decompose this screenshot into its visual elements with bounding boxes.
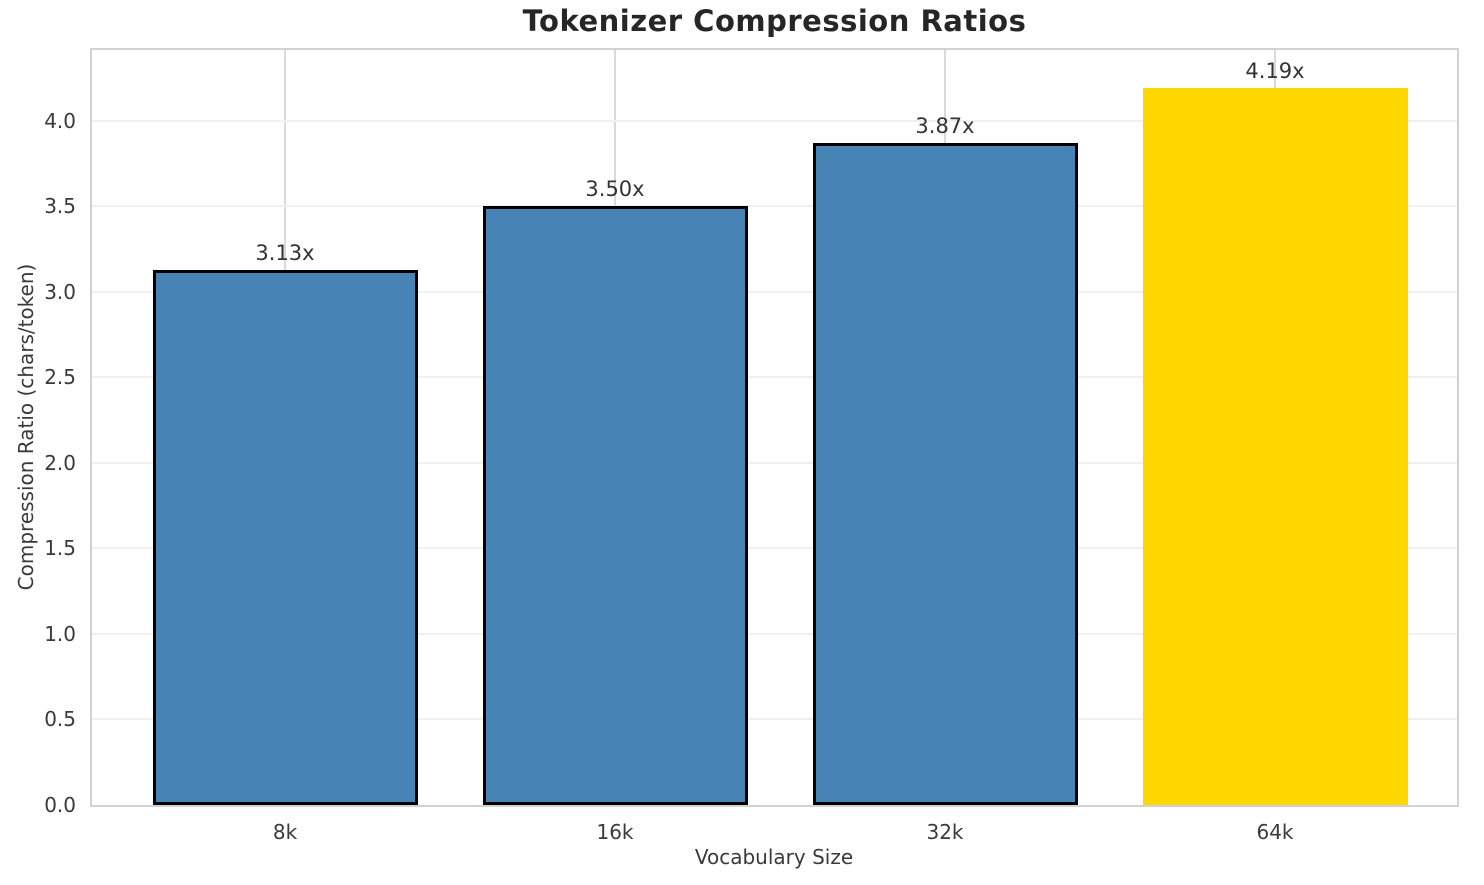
gridline-horizontal <box>92 718 1457 721</box>
x-tick-label: 64k <box>1256 820 1294 844</box>
bar-32k <box>812 142 1078 805</box>
y-tick-label: 1.5 <box>44 536 76 561</box>
gridline-horizontal <box>92 205 1457 208</box>
gridline-horizontal <box>92 119 1457 122</box>
bar-value-label: 3.87x <box>915 113 975 138</box>
y-tick-label: 3.0 <box>44 279 76 304</box>
y-tick-label: 0.0 <box>44 793 76 817</box>
gridline-horizontal <box>92 547 1457 550</box>
plot-area: 3.13x 3.50x 3.87x 4.19x <box>90 48 1459 807</box>
y-tick-label: 0.5 <box>44 707 76 732</box>
gridline-horizontal <box>92 290 1457 293</box>
y-tick-label: 3.5 <box>44 194 76 219</box>
y-tick-label: 2.5 <box>44 365 76 390</box>
bar-16k <box>482 206 748 805</box>
gridline-horizontal <box>92 461 1457 464</box>
gridline-horizontal <box>92 376 1457 379</box>
x-axis-label: Vocabulary Size <box>694 845 854 869</box>
y-tick-label: 2.0 <box>44 450 76 475</box>
bar-64k <box>1142 88 1408 805</box>
x-tick-label: 16k <box>596 820 634 844</box>
x-tick-label: 8k <box>272 820 298 844</box>
bar-value-label: 4.19x <box>1245 59 1305 84</box>
chart-title: Tokenizer Compression Ratios <box>522 4 1027 38</box>
bar-value-label: 3.50x <box>585 177 645 202</box>
x-tick-label: 32k <box>926 820 964 844</box>
y-tick-label: 4.0 <box>44 108 76 133</box>
gridline-horizontal <box>92 632 1457 635</box>
y-tick-label: 1.0 <box>44 621 76 646</box>
bar-value-label: 3.13x <box>255 240 315 265</box>
bar-8k <box>152 269 418 805</box>
